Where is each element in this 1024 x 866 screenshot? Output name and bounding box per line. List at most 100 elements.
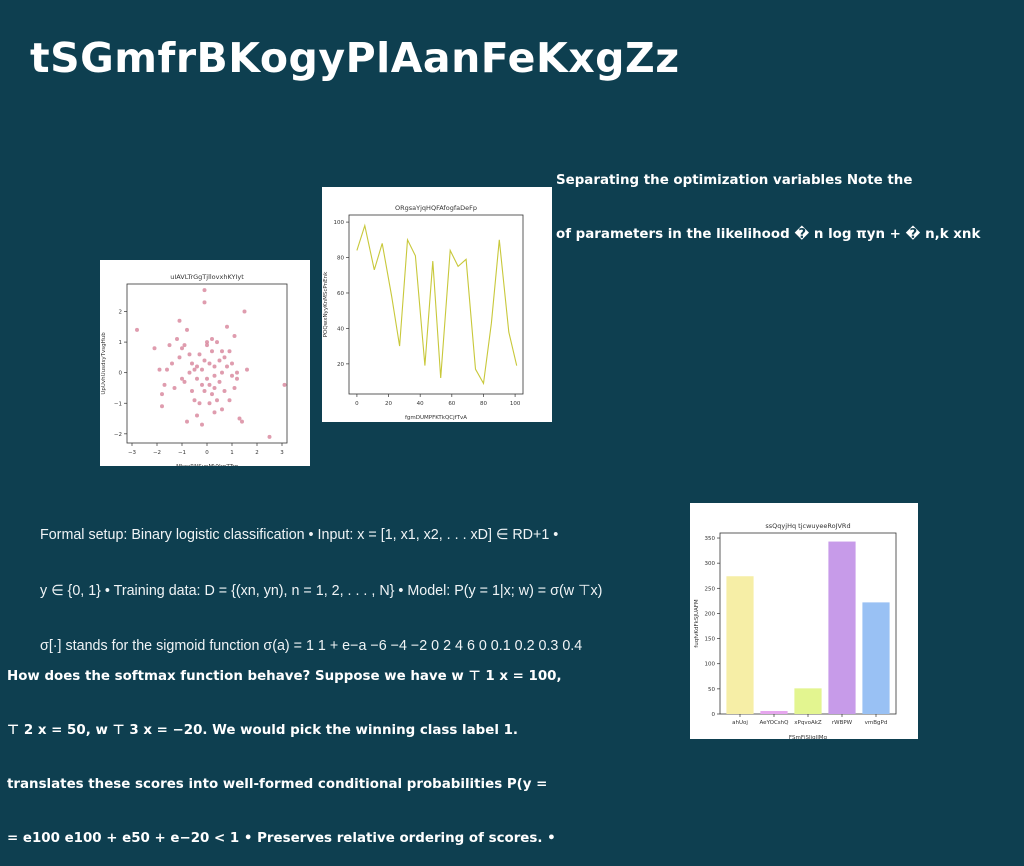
scatter-chart-panel: uIAVLTrGgTjllovxhKYIyt MkcxRNSynMVYrgZTrg… — [100, 260, 310, 466]
y-tick-label: 60 — [337, 291, 344, 297]
scatter-point — [135, 327, 139, 332]
scatter-point — [202, 300, 207, 305]
scatter-point — [195, 413, 199, 418]
x-axis-label: fgmDUMPFKTkQCjfTvA — [405, 415, 467, 421]
x-tick-label: 1 — [230, 450, 234, 456]
softmax-line: ⊤ 2 x = 50, w ⊤ 3 x = −20. We would pick… — [7, 723, 518, 738]
scatter-point — [237, 416, 242, 421]
scatter-point — [225, 364, 229, 369]
scatter-point — [230, 373, 234, 378]
line-chart-panel: ORgsaYjqHQFAfogfaDeFp fgmDUMPFKTkQCjfTvA P… — [322, 187, 552, 422]
scatter-point — [200, 382, 204, 387]
scatter-point — [215, 340, 219, 345]
scatter-point — [235, 376, 239, 381]
x-tick-label: 80 — [480, 401, 487, 407]
scatter-chart: uIAVLTrGgTjllovxhKYIyt MkcxRNSynMVYrgZTrg… — [101, 273, 288, 466]
scatter-point — [202, 288, 207, 293]
scatter-point — [177, 318, 182, 323]
x-tick-label: 40 — [417, 401, 424, 407]
line-chart: ORgsaYjqHQFAfogfaDeFp fgmDUMPFKTkQCjfTvA P… — [323, 204, 524, 421]
scatter-point — [242, 309, 247, 314]
y-tick-label: 0 — [119, 371, 123, 377]
scatter-point — [157, 367, 162, 372]
scatter-point — [152, 346, 157, 351]
y-tick-label: 2 — [119, 310, 123, 316]
x-tick-label: 100 — [510, 401, 521, 407]
scatter-point — [202, 389, 207, 394]
scatter-point — [160, 404, 164, 409]
bar-chart: ssQqyjHq tjcwuyeeRoJVRd FSmFjSJiqlIMq fuqf… — [694, 522, 897, 739]
x-tick-label: 60 — [448, 401, 455, 407]
scatter-point — [212, 385, 217, 390]
y-tick-label: 150 — [705, 637, 716, 643]
scatter-point — [220, 370, 224, 375]
x-tick-label: 3 — [280, 450, 284, 456]
bar — [828, 541, 856, 714]
chart-title: ORgsaYjqHQFAfogfaDeFp — [395, 204, 477, 212]
y-tick-label: 100 — [705, 662, 716, 668]
scatter-point — [187, 370, 192, 375]
chart-title: ssQqyjHq tjcwuyeeRoJVRd — [765, 522, 850, 530]
scatter-point — [267, 434, 272, 439]
scatter-point — [235, 370, 239, 375]
scatter-point — [205, 376, 209, 381]
scatter-point — [217, 358, 222, 363]
scatter-point — [182, 343, 187, 348]
plot-frame — [348, 214, 524, 395]
scatter-point — [160, 392, 164, 397]
scatter-point — [205, 343, 209, 348]
scatter-point — [230, 361, 234, 366]
bar-chart-panel: ssQqyjHq tjcwuyeeRoJVRd FSmFjSJiqlIMq fuqf… — [690, 503, 918, 739]
scatter-point — [200, 367, 204, 372]
y-tick-label: 250 — [705, 586, 716, 592]
scatter-point — [212, 373, 217, 378]
scatter-point — [210, 349, 214, 354]
softmax-line: How does the softmax function behave? Su… — [7, 669, 562, 684]
scatter-point — [207, 382, 212, 387]
y-tick-label: 20 — [337, 362, 344, 368]
y-tick-label: 80 — [337, 256, 344, 262]
scatter-point — [180, 346, 184, 351]
x-tick-label: 0 — [205, 450, 209, 456]
scatter-point — [217, 379, 222, 384]
x-tick-label: 2 — [255, 450, 259, 456]
setup-line: y ∈ {0, 1} • Training data: D = {(xn, yn… — [40, 582, 603, 599]
scatter-point — [185, 327, 189, 332]
chart-title: uIAVLTrGgTjllovxhKYIyt — [170, 273, 244, 281]
formal-setup-text: Formal setup: Binary logistic classifica… — [40, 489, 602, 674]
scatter-point — [205, 340, 209, 345]
bar — [794, 688, 822, 714]
scatter-point — [192, 398, 197, 403]
scatter-point — [202, 358, 207, 363]
scatter-point — [207, 401, 212, 406]
y-tick-label: 200 — [705, 611, 716, 617]
scatter-point — [200, 422, 204, 427]
y-tick-label: 300 — [705, 561, 716, 567]
scatter-point — [210, 337, 214, 342]
note-line: Separating the optimization variables No… — [556, 173, 913, 188]
bar — [760, 710, 788, 714]
setup-line: Formal setup: Binary logistic classifica… — [40, 527, 559, 543]
scatter-point — [170, 361, 174, 366]
y-tick-label: −1 — [114, 401, 122, 407]
scatter-point — [192, 367, 197, 372]
scatter-point — [195, 376, 199, 381]
y-tick-label: 40 — [337, 326, 344, 332]
scatter-point — [212, 364, 217, 369]
x-tick-label: AeYOCshQ — [760, 720, 790, 726]
scatter-point — [215, 398, 219, 403]
scatter-point — [232, 333, 237, 338]
slide-title: tSGmfrBKogyPlAanFeKxgZz — [30, 34, 680, 82]
x-tick-label: 20 — [385, 401, 392, 407]
scatter-point — [167, 343, 172, 348]
bar — [862, 602, 890, 714]
scatter-point — [212, 410, 217, 415]
scatter-point — [195, 364, 199, 369]
line-series — [356, 223, 518, 386]
y-tick-label: −2 — [114, 432, 122, 438]
scatter-point — [182, 379, 187, 384]
scatter-point — [162, 382, 167, 387]
plot-frame — [126, 283, 288, 444]
scatter-point — [282, 382, 287, 387]
scatter-point — [227, 349, 232, 354]
